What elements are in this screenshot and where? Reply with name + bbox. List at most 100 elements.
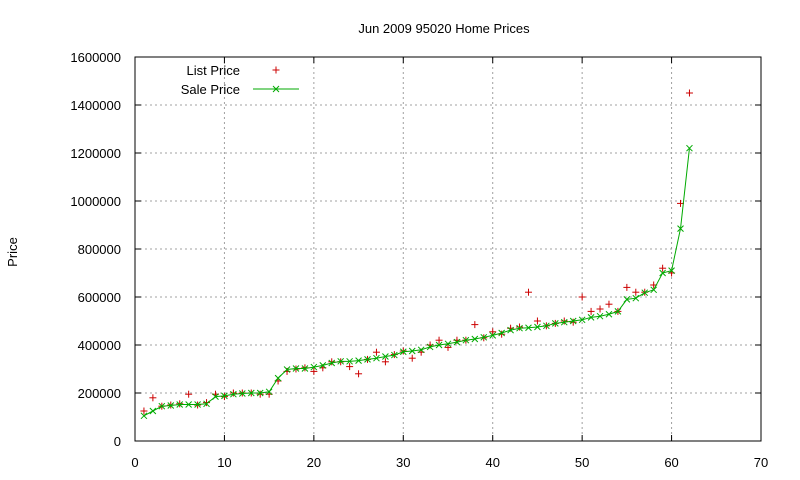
list-price-point xyxy=(310,367,318,375)
list-price-point xyxy=(346,363,354,371)
legend-item-list-price: List Price xyxy=(187,63,280,78)
sale-price-point xyxy=(435,341,443,349)
x-marker-b xyxy=(551,320,559,327)
x-marker-b xyxy=(319,362,327,369)
sale-price-point xyxy=(185,401,193,408)
x-marker-b xyxy=(283,366,291,373)
x-marker-b xyxy=(596,312,604,320)
x-marker-b xyxy=(560,318,568,326)
sale-price-point xyxy=(238,390,246,397)
list-price-point xyxy=(444,343,452,351)
list-price-point xyxy=(399,347,407,355)
x-marker-b xyxy=(373,354,380,362)
sale-price-point xyxy=(247,389,255,397)
sale-price-point xyxy=(176,401,184,408)
sale-price-point xyxy=(587,314,595,321)
x-marker-b xyxy=(176,401,184,408)
sale-price-point xyxy=(167,402,175,409)
sale-price-point xyxy=(426,343,434,351)
x-marker-b xyxy=(426,343,434,351)
list-price-point xyxy=(435,336,443,344)
x-marker-b xyxy=(480,333,488,341)
sale-price-point xyxy=(346,357,353,365)
sale-price-point xyxy=(498,329,506,337)
list-price-point xyxy=(489,328,497,336)
x-tick-label: 10 xyxy=(217,455,231,470)
x-marker-b xyxy=(408,347,416,355)
list-price-point xyxy=(328,358,336,366)
x-marker-b xyxy=(230,390,237,398)
sale-price-point xyxy=(641,289,649,297)
x-marker-b xyxy=(390,351,398,359)
x-tick-label: 50 xyxy=(575,455,589,470)
sale-price-point xyxy=(569,317,577,325)
legend-marker-sale-price xyxy=(272,85,280,93)
x-marker-b xyxy=(507,326,514,334)
sale-price-point xyxy=(462,336,470,344)
x-marker-b xyxy=(489,332,497,339)
series xyxy=(140,89,693,420)
x-marker-b xyxy=(167,402,175,409)
sale-price-point xyxy=(194,401,201,408)
sale-price-point xyxy=(605,310,613,318)
sale-price-point xyxy=(382,353,389,360)
y-tick-label: 800000 xyxy=(78,242,121,257)
sale-price-point xyxy=(507,326,514,334)
sale-price-point xyxy=(265,388,273,396)
x-marker-b xyxy=(238,390,246,397)
sale-price-point xyxy=(596,312,604,320)
sale-price-point xyxy=(140,412,148,420)
y-tick-label: 600000 xyxy=(78,290,121,305)
x-marker-b xyxy=(543,322,550,330)
sale-price-point xyxy=(686,144,693,152)
x-marker-b xyxy=(221,392,228,400)
list-price-point xyxy=(149,394,157,402)
sale-price-point xyxy=(551,320,559,327)
list-price-point xyxy=(203,399,211,407)
list-price-point xyxy=(256,390,264,398)
x-marker-b xyxy=(677,225,684,232)
sale-price-point xyxy=(632,294,640,302)
sale-price-point xyxy=(471,335,479,343)
list-price-point xyxy=(498,330,506,338)
x-marker-b xyxy=(578,316,586,324)
x-marker-b xyxy=(158,402,166,410)
sale-price-series xyxy=(140,144,693,420)
x-marker-b xyxy=(498,329,506,337)
sale-price-point xyxy=(230,390,237,398)
y-tick-label: 1400000 xyxy=(70,98,121,113)
sale-price-point xyxy=(677,225,684,232)
list-price-point xyxy=(587,307,595,315)
x-marker-b xyxy=(272,85,280,93)
x-marker-b xyxy=(444,340,452,348)
x-marker-b xyxy=(328,359,336,367)
sale-price-point xyxy=(659,269,666,277)
y-tick-label: 400000 xyxy=(78,338,121,353)
x-marker-b xyxy=(417,346,425,354)
sale-price-point xyxy=(623,296,631,303)
list-price-point xyxy=(659,264,667,272)
legend-marker-list-price xyxy=(272,66,280,74)
x-marker-b xyxy=(149,407,157,415)
sale-price-point xyxy=(525,324,532,332)
sale-price-point xyxy=(283,366,291,373)
x-marker-b xyxy=(140,412,148,420)
sale-price-point xyxy=(399,348,407,356)
x-marker-b xyxy=(668,267,675,274)
list-price-point xyxy=(605,300,613,308)
x-marker-b xyxy=(247,389,255,397)
x-marker-b xyxy=(399,348,407,356)
sale-price-point xyxy=(149,407,157,415)
list-price-point xyxy=(685,89,693,97)
x-marker-b xyxy=(516,324,523,332)
x-marker-b xyxy=(185,401,193,408)
list-price-point xyxy=(533,317,541,325)
y-tick-label: 1000000 xyxy=(70,194,121,209)
list-price-point xyxy=(220,393,228,401)
x-marker-b xyxy=(659,269,666,277)
legend-label-list-price: List Price xyxy=(187,63,240,78)
sale-price-point xyxy=(212,393,219,400)
y-tick-label: 1200000 xyxy=(70,146,121,161)
